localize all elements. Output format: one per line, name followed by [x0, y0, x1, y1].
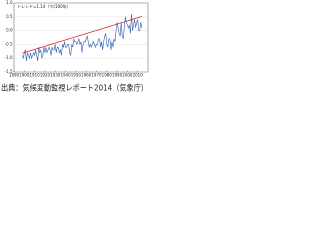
x-tick-label: 1980 — [102, 73, 113, 78]
x-tick-label: 1990 — [112, 73, 123, 78]
series-line — [21, 14, 143, 62]
x-tick-label: 2010 — [133, 73, 144, 78]
y-tick-label: -1.0 — [5, 55, 13, 60]
annotation: トレンド=1.14（℃/100年） — [17, 3, 71, 9]
x-tick-label: 1960 — [81, 73, 92, 78]
x-tick-label: 1950 — [71, 73, 82, 78]
caption: 出典：気候変動監視レポート2014（気象庁） — [1, 83, 148, 93]
y-tick-label: 1.0 — [6, 0, 13, 5]
series-line — [22, 16, 142, 54]
x-tick-label: 1910 — [30, 73, 41, 78]
x-tick-label: 1920 — [40, 73, 51, 78]
y-tick-label: 0.0 — [6, 28, 13, 33]
chart: トレンド=1.14（℃/100年） 出典：気候変動監視レポート2014（気象庁）… — [1, 0, 149, 93]
x-tick-label: 2000 — [122, 73, 133, 78]
x-tick-label: 1940 — [60, 73, 71, 78]
y-tick-label: -0.5 — [5, 41, 13, 46]
y-tick-label: -1.5 — [5, 69, 13, 74]
x-tick-label: 1930 — [50, 73, 61, 78]
plot-frame — [13, 2, 149, 73]
y-tick-label: 0.5 — [6, 14, 13, 19]
x-tick-label: 1970 — [91, 73, 102, 78]
x-tick-label: 1900 — [19, 73, 30, 78]
x-tick-label: 1890 — [9, 73, 20, 78]
